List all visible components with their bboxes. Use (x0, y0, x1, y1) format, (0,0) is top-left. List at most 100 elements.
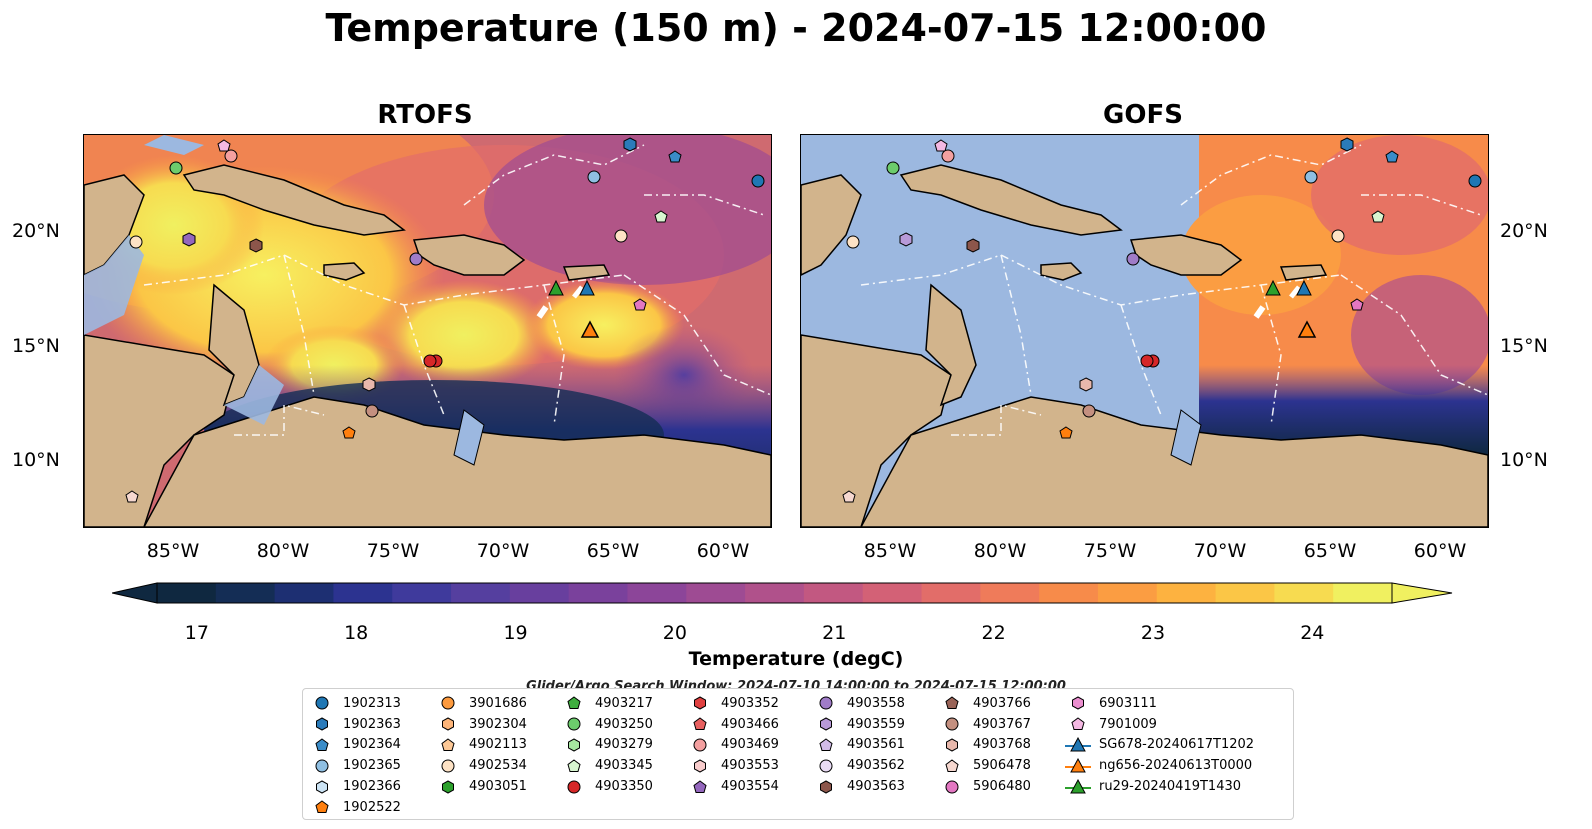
lat-label-right-20: 20°N (1500, 220, 1548, 242)
colorbar-segment (333, 583, 393, 603)
legend-item: 4903558 (813, 693, 905, 714)
float-hexagon-icon (820, 717, 832, 731)
lon-label-rtofs-60: 60°W (696, 540, 750, 562)
float-circle-icon (819, 759, 833, 773)
legend-item: 4902534 (435, 755, 527, 776)
colorbar-segment (157, 583, 217, 603)
map-gofs[interactable] (800, 134, 1489, 528)
legend-item: 1902313 (309, 693, 401, 714)
lon-label-gofs-65: 65°W (1303, 540, 1357, 562)
legend-item-label: 4903469 (721, 737, 779, 753)
legend-item-label: 4903562 (847, 758, 905, 774)
legend-column: 3901686 3902304 4902113 4902534 4903051 (435, 693, 527, 797)
legend-item-label: 1902363 (343, 716, 401, 732)
legend-item-label: 1902313 (343, 695, 401, 711)
legend-item-label: 4902534 (469, 758, 527, 774)
lon-label-rtofs-80: 80°W (256, 540, 310, 562)
colorbar-segment (803, 583, 864, 603)
lon-label-rtofs-75: 75°W (366, 540, 420, 562)
colorbar (112, 582, 1453, 604)
float-pentagon-icon (567, 696, 581, 710)
legend-column: 4903766 4903767 4903768 5906478 5906480 (939, 693, 1031, 797)
legend-item: 4903554 (687, 776, 779, 797)
float-pentagon-icon (315, 800, 329, 814)
lon-label-gofs-80: 80°W (973, 540, 1027, 562)
colorbar-segment (274, 583, 335, 603)
legend-item: 1902522 (309, 797, 401, 818)
colorbar-segment (980, 583, 1040, 603)
float-hexagon-icon (316, 780, 328, 794)
legend-item: 4903466 (687, 714, 779, 735)
float-circle-icon (945, 780, 959, 794)
glider-triangle-icon (1065, 757, 1091, 773)
colorbar-extend-low (112, 582, 158, 604)
legend-item-label: 5906478 (973, 758, 1031, 774)
colorbar-segment (627, 583, 687, 603)
legend-item-label: 4903561 (847, 737, 905, 753)
colorbar-segment (862, 583, 923, 603)
glider-triangle-icon (1065, 778, 1091, 794)
legend-item-label: 1902522 (343, 799, 401, 815)
legend-item: 4903766 (939, 693, 1031, 714)
legend-item-label: 4903559 (847, 716, 905, 732)
lon-label-rtofs-70: 70°W (476, 540, 530, 562)
legend-item-label: 4903466 (721, 716, 779, 732)
legend-item: ng656-20240613T0000 (1065, 755, 1254, 776)
legend-item: 3902304 (435, 714, 527, 735)
legend-item-label: ru29-20240419T1430 (1099, 779, 1242, 795)
float-circle-icon (567, 780, 581, 794)
legend-item-label: SG678-20240617T1202 (1099, 737, 1255, 753)
colorbar-segment (1097, 583, 1158, 603)
float-circle-icon (819, 696, 833, 710)
lon-label-gofs-85: 85°W (863, 540, 917, 562)
map-rtofs-canvas (84, 135, 771, 527)
legend-item-label: 4903279 (595, 737, 653, 753)
legend-item-label: 4903350 (595, 779, 653, 795)
map-rtofs[interactable] (83, 134, 772, 528)
colorbar-tick-label: 18 (344, 622, 369, 644)
colorbar-segment (1039, 583, 1099, 603)
legend-item: 4902113 (435, 735, 527, 756)
colorbar-segment (745, 583, 805, 603)
colorbar-extend-high (1391, 582, 1453, 604)
legend-item-label: 3902304 (469, 716, 527, 732)
legend-item: 4903217 (561, 693, 653, 714)
legend-item-label: 3901686 (469, 695, 527, 711)
float-pentagon-icon (315, 738, 329, 751)
colorbar-segment (1156, 583, 1217, 603)
legend-item-label: 4903767 (973, 716, 1031, 732)
panel-title-rtofs: RTOFS (377, 100, 473, 130)
legend-item: 1902363 (309, 714, 401, 735)
legend-item-label: 5906480 (973, 779, 1031, 795)
float-pentagon-icon (693, 779, 707, 793)
colorbar-tick-label: 24 (1300, 622, 1325, 644)
legend-item: 3901686 (435, 693, 527, 714)
legend-item-label: 4902113 (469, 737, 527, 753)
legend-item-label: 4903250 (595, 716, 653, 732)
map-gofs-canvas (801, 135, 1488, 527)
float-circle-icon (315, 696, 329, 710)
float-hexagon-icon (442, 780, 454, 794)
lat-label-right-10: 10°N (1500, 449, 1548, 471)
legend-item-label: 4903352 (721, 695, 779, 711)
float-circle-icon (441, 696, 455, 710)
colorbar-tick-label: 17 (184, 622, 209, 644)
float-hexagon-icon (316, 717, 328, 731)
float-hexagon-icon (946, 738, 958, 752)
figure-title: Temperature (150 m) - 2024-07-15 12:00:0… (325, 6, 1267, 50)
float-hexagon-icon (820, 780, 832, 794)
colorbar-segment (921, 583, 981, 603)
legend-item: 4903559 (813, 714, 905, 735)
colorbar-tick-label: 22 (981, 622, 1006, 644)
colorbar-segment (1333, 583, 1393, 603)
legend-item-label: 1902366 (343, 779, 401, 795)
legend-item-label: 4903554 (721, 779, 779, 795)
colorbar-tick-label: 23 (1140, 622, 1166, 644)
legend-item: 7901009 (1065, 714, 1254, 735)
lon-label-gofs-75: 75°W (1083, 540, 1137, 562)
legend-item: 4903562 (813, 755, 905, 776)
colorbar-label: Temperature (degC) (688, 648, 904, 670)
float-pentagon-icon (945, 696, 959, 710)
legend-item-label: 1902365 (343, 758, 401, 774)
legend-item: 4903250 (561, 714, 653, 735)
